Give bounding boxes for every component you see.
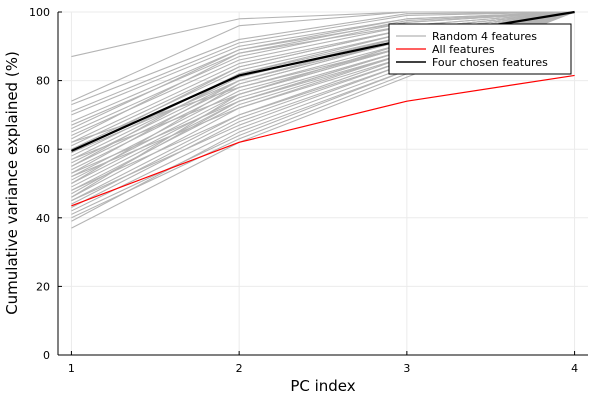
random-feature-line — [71, 11, 575, 112]
x-tick-label: 3 — [403, 362, 410, 375]
legend-label-all: All features — [432, 43, 495, 56]
random-feature-line — [71, 11, 575, 140]
x-tick-label: 2 — [236, 362, 243, 375]
y-axis-label: Cumulative variance explained (%) — [3, 51, 21, 315]
y-tick-label: 20 — [36, 280, 50, 293]
legend-box — [388, 23, 572, 75]
legend-label-chosen: Four chosen features — [432, 56, 548, 69]
legend: Random 4 features All features Four chos… — [388, 23, 572, 75]
x-tick-label: 4 — [571, 362, 578, 375]
y-tick-label: 80 — [36, 75, 50, 88]
legend-label-random: Random 4 features — [432, 30, 537, 43]
x-tick-label: 1 — [68, 362, 75, 375]
x-axis-label: PC index — [290, 377, 355, 395]
random-feature-line — [71, 11, 575, 154]
y-tick-label: 60 — [36, 143, 50, 156]
y-tick-label: 0 — [43, 349, 50, 362]
y-tick-label: 40 — [36, 212, 50, 225]
random-feature-line — [71, 11, 575, 102]
random-feature-line — [71, 11, 575, 167]
axes — [57, 11, 588, 356]
y-tick-label: 100 — [29, 6, 50, 19]
random-feature-line — [71, 11, 575, 123]
random-feature-line — [71, 11, 575, 106]
all-features-line — [71, 74, 575, 207]
